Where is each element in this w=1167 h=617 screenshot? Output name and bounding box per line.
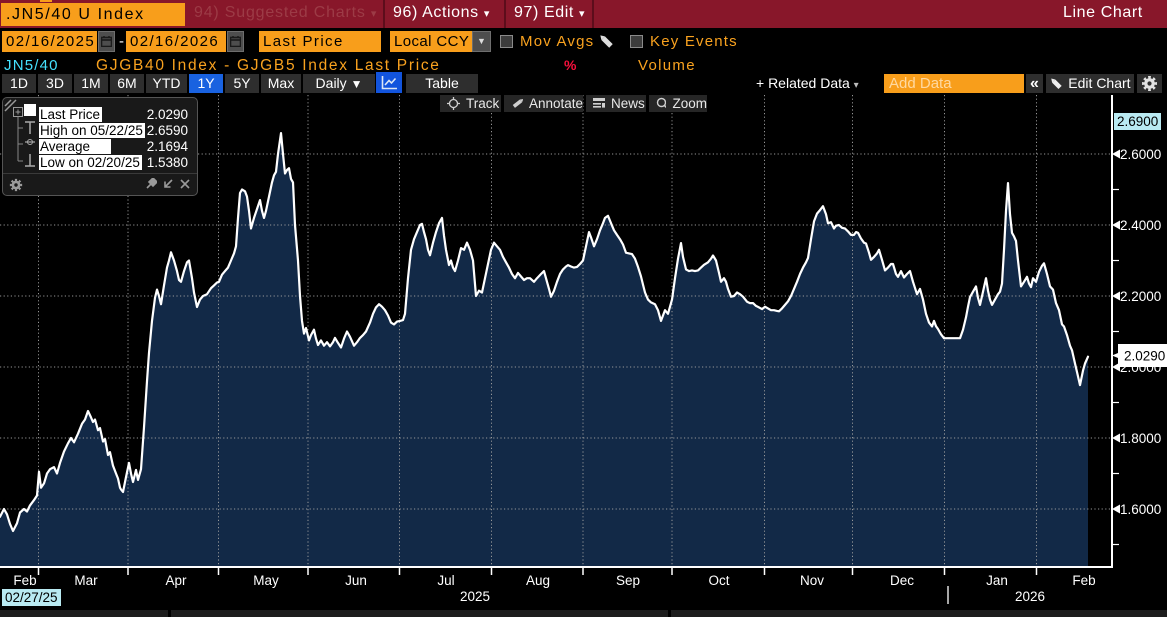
svg-text:2.0290: 2.0290 [1124,349,1165,364]
svg-text:Oct: Oct [708,573,729,588]
svg-text:2.6000: 2.6000 [1120,147,1161,162]
svg-text:1.6000: 1.6000 [1120,502,1161,517]
svg-text:Feb: Feb [1072,573,1095,588]
svg-text:Apr: Apr [165,573,187,588]
svg-text:2025: 2025 [460,589,490,604]
svg-text:Nov: Nov [800,573,824,588]
svg-text:Jul: Jul [437,573,454,588]
svg-text:May: May [253,573,279,588]
svg-text:Mar: Mar [74,573,98,588]
svg-text:2026: 2026 [1015,589,1045,604]
svg-text:Sep: Sep [616,573,640,588]
svg-text:Feb: Feb [13,573,36,588]
svg-text:2.2000: 2.2000 [1120,289,1161,304]
svg-text:1.8000: 1.8000 [1120,431,1161,446]
svg-text:Aug: Aug [526,573,550,588]
svg-text:Jan: Jan [986,573,1008,588]
svg-text:Dec: Dec [890,573,914,588]
svg-text:Jun: Jun [345,573,367,588]
svg-text:2.4000: 2.4000 [1120,218,1161,233]
